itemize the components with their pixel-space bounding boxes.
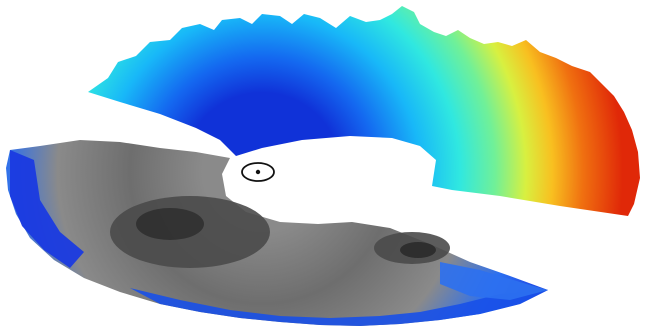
lower-rim-left [10, 150, 84, 268]
origin-marker-dot [255, 169, 261, 175]
origin-marker-ring [241, 162, 275, 182]
lower-rim-right [440, 262, 548, 300]
dark-region-right-core [400, 242, 436, 258]
lower-sector [6, 140, 548, 326]
lower-rim-bottom [130, 288, 548, 326]
upper-sector [88, 6, 640, 216]
center-void [224, 142, 432, 218]
dark-region-core [136, 208, 204, 240]
